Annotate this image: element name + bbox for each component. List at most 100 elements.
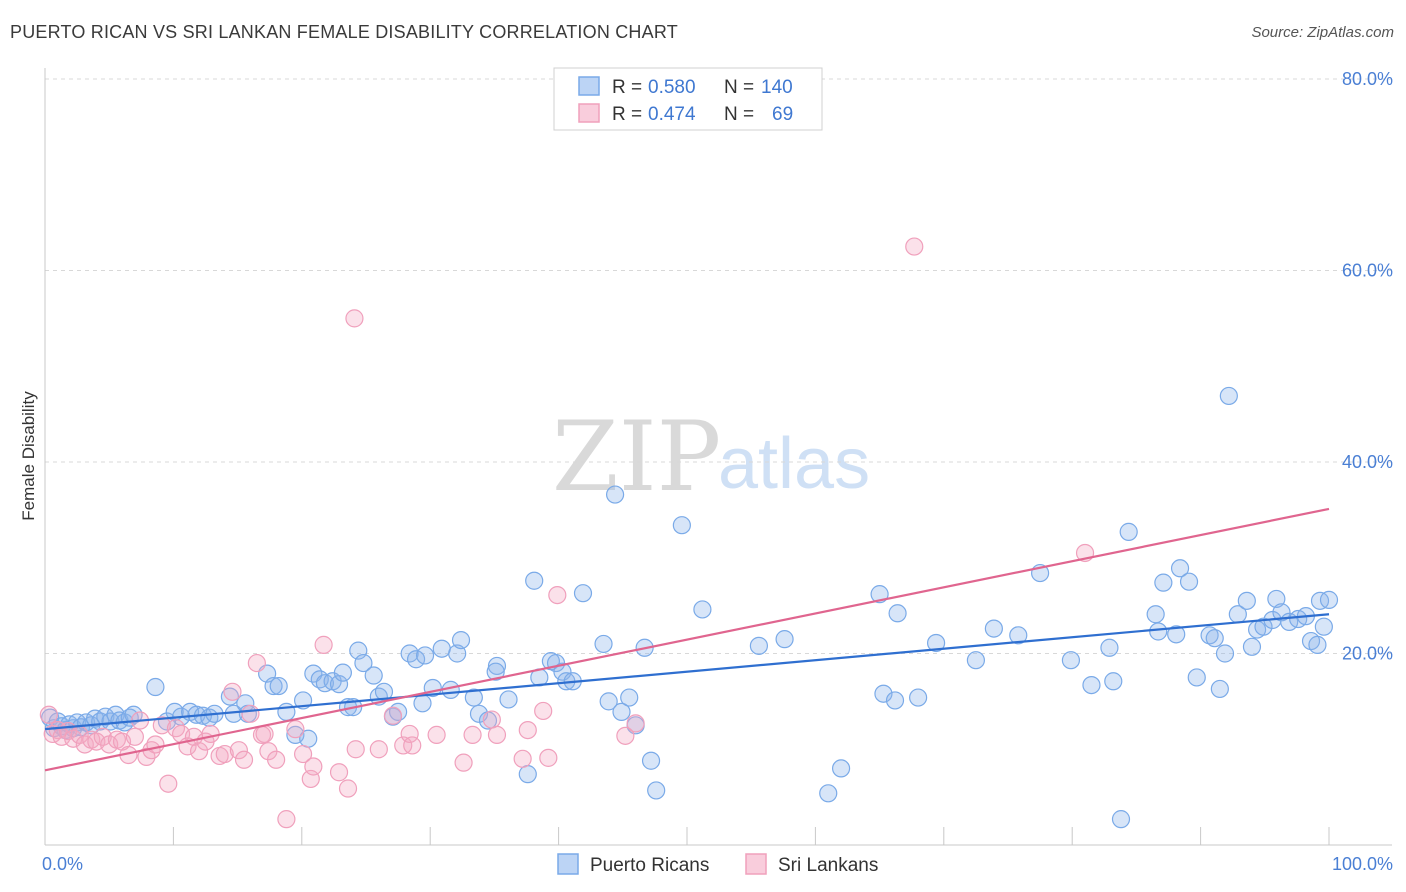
data-point bbox=[1009, 626, 1028, 645]
data-point bbox=[647, 781, 666, 800]
chart-title: PUERTO RICAN VS SRI LANKAN FEMALE DISABI… bbox=[10, 22, 678, 42]
data-point bbox=[605, 485, 625, 504]
data-point bbox=[1237, 591, 1256, 610]
data-point bbox=[166, 719, 186, 738]
data-point bbox=[345, 309, 364, 328]
data-point bbox=[255, 724, 274, 744]
data-point bbox=[354, 653, 373, 673]
data-point bbox=[599, 692, 618, 711]
data-point bbox=[1111, 810, 1131, 829]
data-point bbox=[369, 740, 388, 759]
data-point bbox=[573, 584, 593, 603]
gridlines bbox=[45, 78, 1392, 654]
data-point bbox=[1100, 638, 1119, 657]
x-tick-label: 0.0% bbox=[42, 854, 83, 874]
data-point bbox=[277, 810, 296, 829]
data-point bbox=[304, 757, 323, 776]
data-point bbox=[626, 714, 645, 733]
data-point bbox=[513, 749, 532, 768]
bottom-legend-swatch-puerto-ricans bbox=[557, 853, 579, 875]
data-point bbox=[926, 633, 946, 653]
y-tick-label: 40.0% bbox=[1342, 452, 1393, 472]
data-point bbox=[870, 585, 889, 604]
data-point bbox=[1167, 625, 1186, 644]
data-point bbox=[749, 636, 769, 655]
data-point bbox=[819, 784, 838, 803]
data-point bbox=[1170, 559, 1190, 578]
data-point bbox=[264, 676, 283, 696]
y-axis-label: Female Disability bbox=[19, 391, 38, 521]
data-point bbox=[314, 635, 333, 654]
data-point bbox=[548, 585, 567, 605]
data-point bbox=[286, 720, 305, 739]
data-point bbox=[159, 774, 178, 793]
data-point bbox=[693, 600, 712, 619]
bottom-legend-label-puerto-ricans: Puerto Ricans bbox=[590, 855, 709, 876]
data-point bbox=[1215, 644, 1235, 663]
data-point bbox=[1154, 573, 1173, 592]
data-point bbox=[383, 706, 403, 725]
data-point bbox=[1179, 572, 1199, 591]
series-sri-lankans bbox=[39, 237, 1095, 829]
data-point bbox=[333, 663, 352, 682]
data-point bbox=[487, 725, 507, 744]
data-point bbox=[454, 753, 473, 772]
data-point bbox=[831, 759, 851, 778]
trend-lines bbox=[44, 507, 1330, 772]
data-point bbox=[146, 677, 165, 697]
x-ticks bbox=[172, 827, 1330, 845]
data-point bbox=[518, 720, 537, 740]
data-point bbox=[241, 704, 260, 723]
legend-box: R = 0.580 N = 140 R = 0.474 N = 69 bbox=[553, 67, 823, 131]
data-point bbox=[905, 237, 924, 256]
data-point bbox=[1219, 386, 1238, 406]
data-point bbox=[888, 604, 907, 623]
data-point bbox=[1149, 622, 1168, 641]
data-point bbox=[451, 630, 471, 650]
data-point bbox=[1205, 629, 1224, 648]
data-point bbox=[403, 736, 422, 755]
bottom-legend: Puerto Ricans Sri Lankans bbox=[557, 853, 878, 876]
data-point bbox=[464, 688, 483, 707]
x-tick-label: 100.0% bbox=[1332, 854, 1393, 874]
trend-line bbox=[44, 613, 1330, 731]
data-point bbox=[39, 705, 58, 724]
data-point bbox=[1119, 522, 1138, 541]
data-point bbox=[463, 725, 482, 744]
legend-r-value: 0.474 bbox=[648, 104, 696, 125]
data-point bbox=[338, 779, 358, 798]
data-point bbox=[189, 742, 209, 761]
data-point bbox=[1082, 675, 1101, 695]
y-tick-label: 80.0% bbox=[1342, 69, 1393, 89]
data-point bbox=[269, 676, 288, 696]
data-point bbox=[775, 630, 794, 649]
data-point bbox=[234, 750, 254, 769]
data-point bbox=[413, 694, 432, 713]
data-point bbox=[1200, 626, 1219, 645]
data-point bbox=[1319, 590, 1339, 609]
legend-n-label: N = bbox=[724, 104, 754, 125]
data-point bbox=[482, 710, 501, 729]
data-point bbox=[874, 684, 893, 703]
data-point bbox=[448, 644, 467, 663]
watermark-zip: ZIP bbox=[552, 401, 721, 513]
data-point bbox=[1272, 603, 1291, 622]
data-point bbox=[152, 716, 171, 735]
legend-r-label: R = bbox=[612, 77, 642, 98]
trend-line bbox=[44, 507, 1330, 772]
data-point bbox=[229, 741, 248, 760]
data-point bbox=[329, 763, 349, 782]
data-point bbox=[293, 744, 313, 764]
legend-r-label: R = bbox=[612, 104, 642, 125]
data-point bbox=[486, 662, 505, 681]
data-point bbox=[620, 688, 639, 707]
data-point bbox=[400, 724, 419, 744]
source-credit: Source: ZipAtlas.com bbox=[1251, 24, 1394, 41]
x-tick-labels: 0.0% 100.0% bbox=[42, 854, 1393, 874]
legend-swatch-puerto-ricans bbox=[578, 76, 600, 96]
data-point bbox=[966, 651, 986, 670]
data-point bbox=[1146, 605, 1165, 624]
data-point bbox=[984, 619, 1003, 638]
data-point bbox=[267, 750, 286, 769]
data-point bbox=[1187, 668, 1206, 687]
